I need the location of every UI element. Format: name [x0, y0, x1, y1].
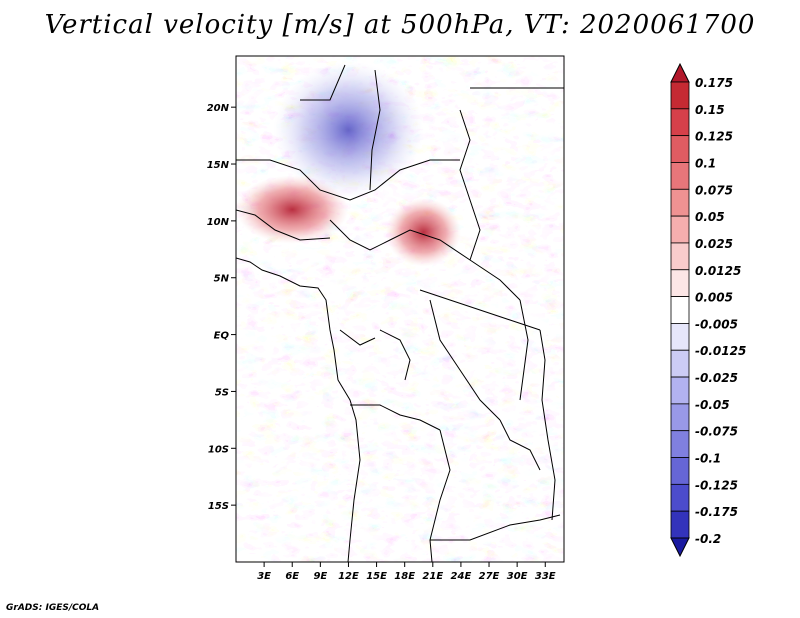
lat-tick-label: 5N: [214, 274, 230, 285]
colorbar-bin: [670, 81, 690, 110]
colorbar-bin: [670, 457, 690, 485]
colorbar-top-arrow: [670, 62, 690, 83]
colorbar-label: 0.1: [695, 156, 716, 170]
region-1: [385, 198, 461, 267]
colorbar-bin: [670, 323, 690, 351]
lat-axis: 20N 15N 10N 5N EQ 5S 10S 15S: [207, 103, 236, 512]
colorbar-label: 0.005: [695, 291, 733, 305]
plot-frame: [235, 55, 565, 563]
lon-tick-label: 33E: [535, 571, 556, 582]
lon-tick-label: 3E: [257, 571, 271, 582]
colorbar-label: -0.175: [695, 505, 738, 519]
colorbar-label: 0.0125: [695, 264, 741, 278]
colorbar-label: 0.025: [695, 237, 733, 251]
lat-tick-label: 20N: [207, 103, 230, 114]
colorbar-bottom-arrow: [670, 537, 690, 558]
lat-tick-label: 15S: [208, 501, 229, 512]
colorbar-bin: [670, 376, 690, 405]
lat-tick-label: 5S: [215, 387, 229, 398]
lon-tick-label: 18E: [394, 571, 415, 582]
lon-tick-label: 9E: [313, 571, 327, 582]
lat-tick-label: EQ: [214, 331, 230, 342]
colorbar-label: 0.075: [695, 183, 733, 197]
velocity-field: [236, 56, 564, 562]
colorbar-label: -0.075: [695, 425, 738, 439]
colorbar-bin: [670, 162, 690, 190]
region-2: [273, 61, 424, 199]
lon-tick-label: 27E: [479, 571, 500, 582]
colorbar-label: -0.0125: [695, 344, 746, 358]
colorbar-bin: [670, 215, 690, 244]
colorbar-bin: [670, 188, 690, 217]
colorbar-label: 0.175: [695, 76, 733, 90]
lon-tick-label: 21E: [422, 571, 443, 582]
colorbar-bin: [670, 430, 690, 458]
colorbar-bin: [670, 242, 690, 271]
colorbar-bin: [670, 269, 690, 297]
colorbar-bin: [670, 135, 690, 163]
colorbar-label: 0.125: [695, 130, 733, 144]
lat-tick-label: 15N: [207, 160, 230, 171]
country-borders: [236, 64, 564, 562]
colorbar-label: 0.15: [695, 103, 725, 117]
colorbar-bin: [670, 349, 690, 378]
colorbar-bin: [670, 510, 690, 539]
lat-tick-label: 10S: [208, 444, 229, 455]
lon-tick-label: 30E: [507, 571, 528, 582]
grads-credit: GrADS: IGES/COLA: [6, 603, 100, 613]
colorbar: 0.175 0.15 0.125 0.1 0.075 0.05 0.025 0.0125 0.0…: [670, 62, 746, 558]
lon-tick-label: 15E: [366, 571, 387, 582]
colorbar-bin: [670, 296, 690, 324]
lon-axis: 3E 6E 9E 12E 15E 18E 21E 24E 27E 30E 33E: [257, 562, 556, 582]
colorbar-bin: [670, 403, 690, 432]
chart-title: Vertical velocity [m/s] at 500hPa, VT: 2…: [44, 10, 756, 40]
colorbar-label: -0.05: [695, 398, 730, 412]
colorbar-bin: [670, 108, 690, 137]
lon-tick-label: 24E: [451, 571, 472, 582]
colorbar-label: -0.2: [695, 532, 721, 546]
lon-tick-label: 6E: [285, 571, 299, 582]
colorbar-label: 0.05: [695, 210, 725, 224]
colorbar-label: -0.025: [695, 371, 738, 385]
colorbar-label: -0.125: [695, 478, 738, 492]
lon-tick-label: 12E: [338, 571, 359, 582]
lat-tick-label: 10N: [207, 217, 230, 228]
colorbar-label: -0.1: [695, 452, 721, 466]
colorbar-bin: [670, 483, 690, 512]
colorbar-label: -0.005: [695, 317, 738, 331]
